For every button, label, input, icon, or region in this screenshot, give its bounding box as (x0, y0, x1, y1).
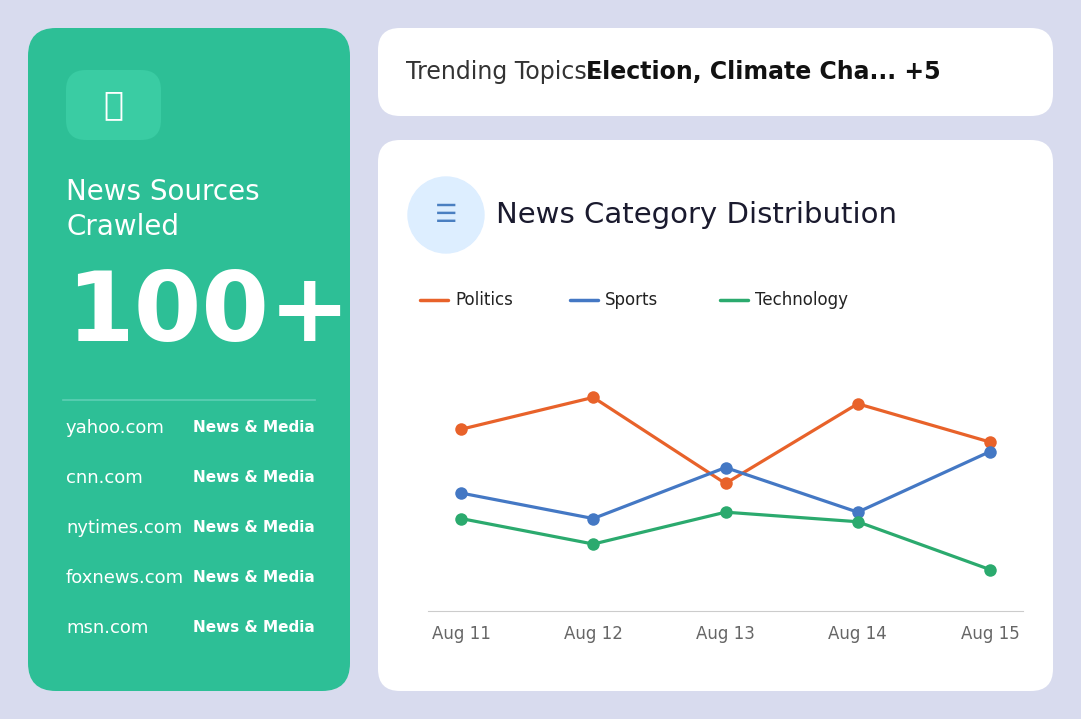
FancyBboxPatch shape (378, 28, 1053, 116)
Text: News & Media: News & Media (193, 570, 315, 585)
Text: News Sources: News Sources (66, 178, 259, 206)
Text: Politics: Politics (455, 291, 512, 309)
Text: nytimes.com: nytimes.com (66, 519, 183, 537)
Text: ☰: ☰ (435, 203, 457, 227)
Text: News Category Distribution: News Category Distribution (496, 201, 897, 229)
Text: News & Media: News & Media (193, 620, 315, 636)
Text: 🗞: 🗞 (104, 88, 123, 122)
Text: News & Media: News & Media (193, 521, 315, 536)
Text: News & Media: News & Media (193, 470, 315, 485)
Text: Trending Topics -: Trending Topics - (406, 60, 617, 84)
Text: Election, Climate Cha... +5: Election, Climate Cha... +5 (586, 60, 940, 84)
FancyBboxPatch shape (66, 70, 161, 140)
Text: msn.com: msn.com (66, 619, 148, 637)
Text: Technology: Technology (755, 291, 848, 309)
Circle shape (408, 177, 484, 253)
Text: Sports: Sports (605, 291, 658, 309)
FancyBboxPatch shape (378, 140, 1053, 691)
Text: News & Media: News & Media (193, 421, 315, 436)
Text: foxnews.com: foxnews.com (66, 569, 184, 587)
Text: 100+: 100+ (66, 268, 350, 361)
FancyBboxPatch shape (28, 28, 350, 691)
Text: yahoo.com: yahoo.com (66, 419, 165, 437)
Text: cnn.com: cnn.com (66, 469, 143, 487)
Text: Crawled: Crawled (66, 213, 179, 241)
